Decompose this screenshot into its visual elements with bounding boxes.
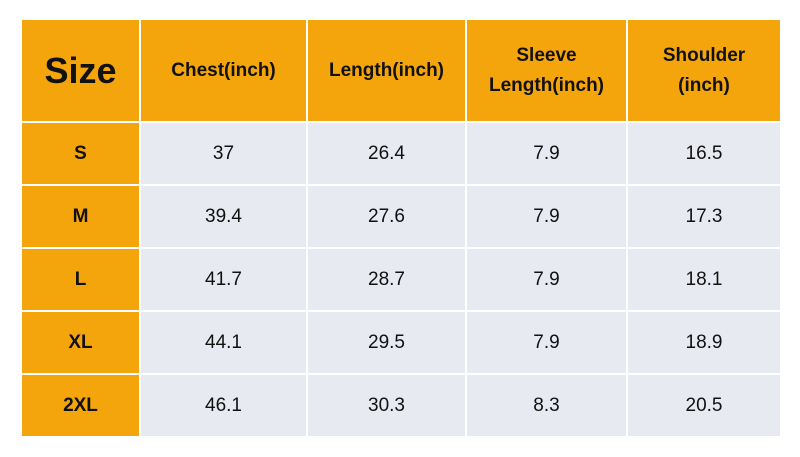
measurement: 18.1 bbox=[685, 268, 723, 290]
size-row: XL 44.1 29.5 7.9 18.9 bbox=[22, 312, 780, 373]
measurement-cell: 39.4 bbox=[141, 186, 306, 247]
size-label-cell: L bbox=[22, 249, 139, 310]
measurement: 17.3 bbox=[685, 205, 723, 227]
measurement: 46.1 bbox=[205, 394, 242, 416]
measurement: 7.9 bbox=[533, 205, 560, 227]
measurement-cell: 7.9 bbox=[467, 123, 626, 184]
measurement-cell: 44.1 bbox=[141, 312, 306, 373]
measurement-cell: 17.3 bbox=[628, 186, 780, 247]
measurement-cell: 29.5 bbox=[308, 312, 465, 373]
measurement: 7.9 bbox=[533, 331, 560, 353]
size-label: M bbox=[72, 205, 89, 227]
measurement-cell: 41.7 bbox=[141, 249, 306, 310]
measurement-cell: 30.3 bbox=[308, 375, 465, 436]
size-label-cell: M bbox=[22, 186, 139, 247]
measurement-cell: 16.5 bbox=[628, 123, 780, 184]
measurement-cell: 18.9 bbox=[628, 312, 780, 373]
measurement: 29.5 bbox=[368, 331, 405, 353]
measurement-cell: 7.9 bbox=[467, 249, 626, 310]
size-label-cell: 2XL bbox=[22, 375, 139, 436]
size-label-cell: S bbox=[22, 123, 139, 184]
size-label: 2XL bbox=[63, 394, 98, 416]
header-text: Sleeve bbox=[516, 44, 577, 66]
size-row: M 39.4 27.6 7.9 17.3 bbox=[22, 186, 780, 247]
measurement: 37 bbox=[212, 142, 235, 164]
header-cell: Sleeve Length(inch) bbox=[467, 20, 626, 121]
size-label-cell: XL bbox=[22, 312, 139, 373]
size-label: S bbox=[74, 142, 87, 164]
size-label: L bbox=[74, 268, 87, 290]
header-text: Shoulder bbox=[662, 44, 746, 66]
header-row: Size Chest(inch) Length(inch) Sleeve Length(… bbox=[22, 20, 780, 121]
measurement-cell: 18.1 bbox=[628, 249, 780, 310]
measurement-cell: 46.1 bbox=[141, 375, 306, 436]
measurement: 26.4 bbox=[368, 142, 405, 164]
header-text: Length(inch) bbox=[328, 59, 445, 81]
measurement-cell: 7.9 bbox=[467, 312, 626, 373]
measurement: 18.9 bbox=[685, 331, 723, 353]
measurement: 27.6 bbox=[368, 205, 405, 227]
header-text: (inch) bbox=[678, 74, 730, 96]
measurement: 7.9 bbox=[533, 268, 560, 290]
measurement-cell: 7.9 bbox=[467, 186, 626, 247]
measurement: 44.1 bbox=[205, 331, 242, 353]
header-text: Chest(inch) bbox=[171, 59, 276, 81]
measurement: 8.3 bbox=[533, 394, 560, 416]
size-label: XL bbox=[68, 331, 93, 353]
size-row: 2XL 46.1 30.3 8.3 20.5 bbox=[22, 375, 780, 436]
header-cell: Length(inch) bbox=[308, 20, 465, 121]
measurement: 41.7 bbox=[205, 268, 242, 290]
measurement-cell: 28.7 bbox=[308, 249, 465, 310]
header-cell: Size bbox=[22, 20, 139, 121]
header-cell: Shoulder (inch) bbox=[628, 20, 780, 121]
size-row: S 37 26.4 7.9 16.5 bbox=[22, 123, 780, 184]
size-table: Size Chest(inch) Length(inch) Sleeve Length(… bbox=[20, 18, 782, 438]
size-row: L 41.7 28.7 7.9 18.1 bbox=[22, 249, 780, 310]
measurement: 28.7 bbox=[368, 268, 405, 290]
measurement: 20.5 bbox=[685, 394, 723, 416]
measurement-cell: 20.5 bbox=[628, 375, 780, 436]
header-text: Length(inch) bbox=[488, 74, 605, 96]
measurement: 30.3 bbox=[368, 394, 405, 416]
header-text: Size bbox=[44, 49, 117, 91]
measurement: 39.4 bbox=[205, 205, 242, 227]
measurement: 16.5 bbox=[685, 142, 723, 164]
measurement: 7.9 bbox=[533, 142, 560, 164]
measurement-cell: 8.3 bbox=[467, 375, 626, 436]
header-cell: Chest(inch) bbox=[141, 20, 306, 121]
measurement-cell: 37 bbox=[141, 123, 306, 184]
measurement-cell: 26.4 bbox=[308, 123, 465, 184]
measurement-cell: 27.6 bbox=[308, 186, 465, 247]
